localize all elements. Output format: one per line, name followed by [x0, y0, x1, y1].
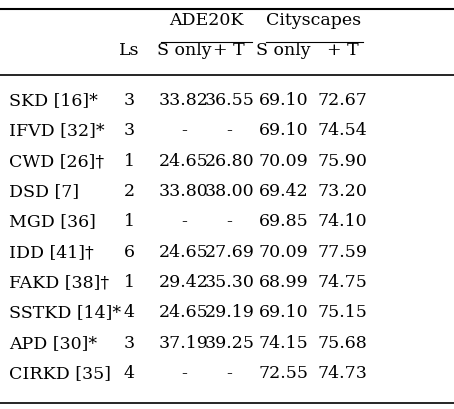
Text: Cityscapes: Cityscapes — [266, 12, 361, 29]
Text: -: - — [181, 364, 187, 381]
Text: 74.75: 74.75 — [318, 273, 368, 290]
Text: 33.82: 33.82 — [159, 92, 209, 109]
Text: 33.80: 33.80 — [159, 182, 209, 200]
Text: 1: 1 — [124, 213, 135, 230]
Text: Ls: Ls — [119, 43, 140, 59]
Text: 69.42: 69.42 — [259, 182, 309, 200]
Text: 75.68: 75.68 — [318, 334, 368, 351]
Text: IFVD [32]*: IFVD [32]* — [9, 122, 105, 139]
Text: ADE20K: ADE20K — [169, 12, 244, 29]
Text: CIRKD [35]: CIRKD [35] — [9, 364, 111, 381]
Text: S only: S only — [157, 43, 211, 59]
Text: 74.54: 74.54 — [318, 122, 368, 139]
Text: 26.80: 26.80 — [204, 152, 254, 169]
Text: 38.00: 38.00 — [204, 182, 254, 200]
Text: -: - — [181, 122, 187, 139]
Text: 37.19: 37.19 — [159, 334, 209, 351]
Text: 29.19: 29.19 — [204, 303, 254, 321]
Text: 4: 4 — [124, 303, 135, 321]
Text: -: - — [227, 364, 232, 381]
Text: -: - — [227, 122, 232, 139]
Text: 3: 3 — [124, 92, 135, 109]
Text: 29.42: 29.42 — [159, 273, 209, 290]
Text: 75.90: 75.90 — [318, 152, 368, 169]
Text: IDD [41]†: IDD [41]† — [9, 243, 94, 260]
Text: 24.65: 24.65 — [159, 243, 209, 260]
Text: CWD [26]†: CWD [26]† — [9, 152, 104, 169]
Text: 39.25: 39.25 — [204, 334, 254, 351]
Text: 74.73: 74.73 — [318, 364, 368, 381]
Text: 3: 3 — [124, 334, 135, 351]
Text: 74.10: 74.10 — [318, 213, 368, 230]
Text: FAKD [38]†: FAKD [38]† — [9, 273, 109, 290]
Text: 1: 1 — [124, 273, 135, 290]
Text: 69.10: 69.10 — [259, 303, 309, 321]
Text: SSTKD [14]*: SSTKD [14]* — [9, 303, 121, 321]
Text: 70.09: 70.09 — [259, 243, 309, 260]
Text: + T: + T — [327, 43, 359, 59]
Text: 74.15: 74.15 — [259, 334, 309, 351]
Text: 68.99: 68.99 — [259, 273, 309, 290]
Text: 24.65: 24.65 — [159, 303, 209, 321]
Text: 69.85: 69.85 — [259, 213, 309, 230]
Text: 2: 2 — [124, 182, 135, 200]
Text: 4: 4 — [124, 364, 135, 381]
Text: SKD [16]*: SKD [16]* — [9, 92, 98, 109]
Text: 75.15: 75.15 — [318, 303, 368, 321]
Text: 6: 6 — [124, 243, 135, 260]
Text: -: - — [227, 213, 232, 230]
Text: 27.69: 27.69 — [204, 243, 254, 260]
Text: MGD [36]: MGD [36] — [9, 213, 96, 230]
Text: 70.09: 70.09 — [259, 152, 309, 169]
Text: 69.10: 69.10 — [259, 122, 309, 139]
Text: APD [30]*: APD [30]* — [9, 334, 97, 351]
Text: 69.10: 69.10 — [259, 92, 309, 109]
Text: -: - — [181, 213, 187, 230]
Text: 73.20: 73.20 — [318, 182, 368, 200]
Text: S only: S only — [257, 43, 311, 59]
Text: 24.65: 24.65 — [159, 152, 209, 169]
Text: 77.59: 77.59 — [318, 243, 368, 260]
Text: 72.67: 72.67 — [318, 92, 368, 109]
Text: 36.55: 36.55 — [204, 92, 254, 109]
Text: 1: 1 — [124, 152, 135, 169]
Text: 3: 3 — [124, 122, 135, 139]
Text: DSD [7]: DSD [7] — [9, 182, 79, 200]
Text: 72.55: 72.55 — [259, 364, 309, 381]
Text: 35.30: 35.30 — [204, 273, 254, 290]
Text: + T: + T — [213, 43, 245, 59]
